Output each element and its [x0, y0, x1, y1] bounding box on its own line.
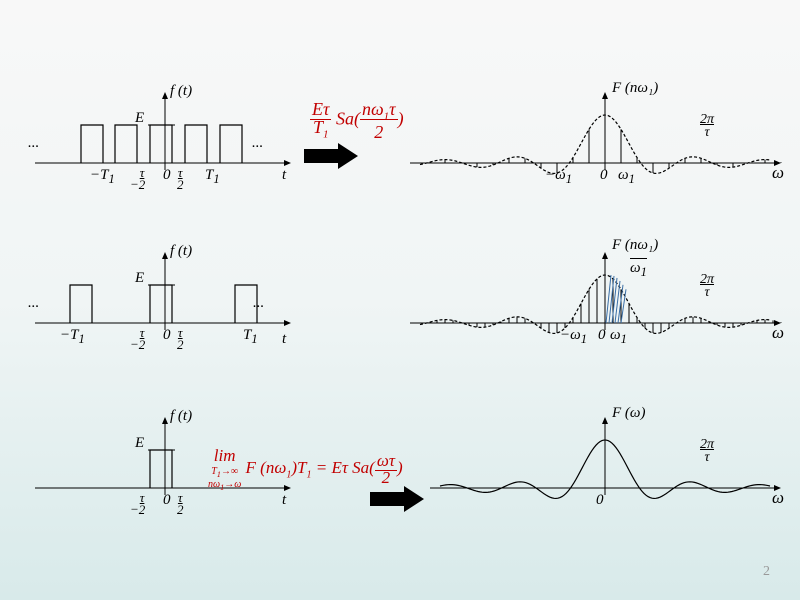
r2l-t: t: [282, 331, 286, 348]
row3-arrow: [370, 486, 426, 512]
r1l-tau2: τ2: [177, 167, 184, 193]
r1l-t: t: [282, 167, 286, 184]
r2r-w1: ω1: [610, 327, 627, 347]
r2l-tau2: τ2: [177, 327, 184, 353]
page-number: 2: [763, 564, 770, 580]
r2r-nw1: −ω1: [560, 327, 587, 347]
r1l-E: E: [135, 110, 144, 127]
row1-right-plot: [410, 85, 790, 215]
r3r-w: ω: [772, 488, 784, 508]
r1l-dotsr: ...: [252, 135, 263, 152]
r2l-T1: T1: [243, 327, 258, 347]
r2r-0: 0: [598, 327, 606, 344]
r2r-ysub: ω1: [630, 258, 647, 280]
r1r-w1: ω1: [618, 167, 635, 187]
r2r-ylabel: F (nω₁): [612, 237, 658, 254]
row2-right-plot: [410, 245, 790, 375]
r2l-ylabel: f (t): [170, 243, 192, 260]
r1l-ylabel: f (t): [170, 83, 192, 100]
r1l-nT1: −T1: [90, 167, 115, 187]
r3l-ylabel: f (t): [170, 408, 192, 425]
r2l-ntau2: −τ2: [130, 327, 145, 353]
r2l-E: E: [135, 270, 144, 287]
r2l-dotsr: ...: [253, 295, 264, 312]
r3l-0: 0: [163, 492, 171, 509]
row3-right-plot: [430, 410, 790, 540]
row1-arrow: [304, 143, 360, 169]
r3l-ntau2: −τ2: [130, 492, 145, 518]
r1l-0: 0: [163, 167, 171, 184]
r1r-ylabel: F (nω₁): [612, 80, 658, 97]
r3r-tick: 2πτ: [700, 438, 714, 466]
r2r-tick: 2πτ: [700, 273, 714, 301]
r1l-T1: T1: [205, 167, 220, 187]
r3r-0: 0: [596, 492, 604, 509]
r3l-E: E: [135, 435, 144, 452]
r3l-tau2: τ2: [177, 492, 184, 518]
r3r-ylabel: F (ω): [612, 405, 646, 422]
row1-formula: EτT1 Sa(nω1τ2): [310, 100, 404, 141]
r1r-w: ω: [772, 163, 784, 183]
r2l-nT1: −T1: [60, 327, 85, 347]
r1l-dotsl: ...: [28, 135, 39, 152]
r1r-nw1: −ω1: [545, 167, 572, 187]
r2l-dotsl: ...: [28, 295, 39, 312]
r1r-tick: 2πτ: [700, 113, 714, 141]
r2r-w: ω: [772, 323, 784, 343]
r1r-0: 0: [600, 167, 608, 184]
r3l-t: t: [282, 492, 286, 509]
r2l-0: 0: [163, 327, 171, 344]
r1l-ntau2: −τ2: [130, 167, 145, 193]
